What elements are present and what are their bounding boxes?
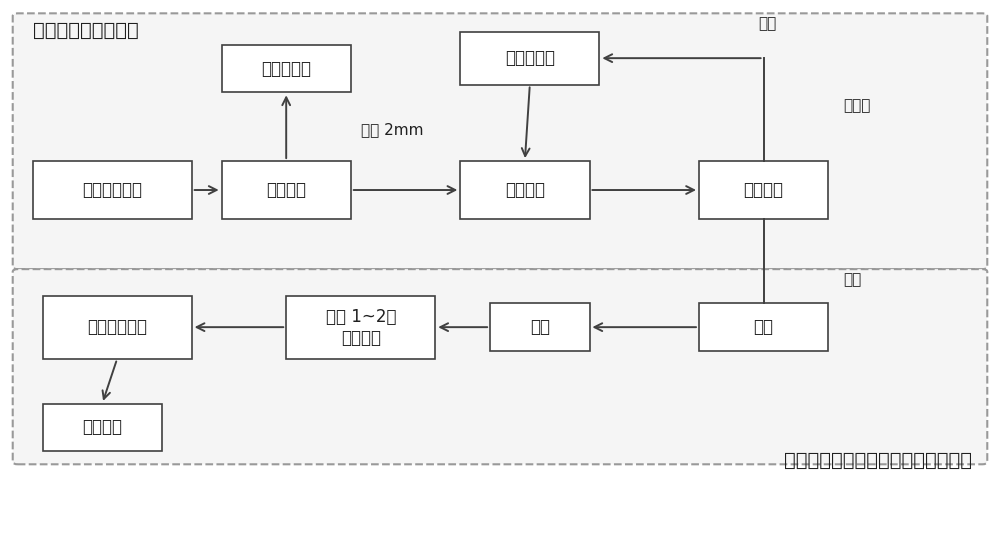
FancyBboxPatch shape [460, 32, 599, 85]
FancyBboxPatch shape [699, 161, 828, 219]
FancyBboxPatch shape [13, 13, 987, 269]
Text: 残留表面活性剂增效微生物原位降解: 残留表面活性剂增效微生物原位降解 [784, 451, 972, 470]
FancyBboxPatch shape [43, 403, 162, 451]
Text: 大于 2mm: 大于 2mm [361, 122, 423, 137]
Text: 达标土壤: 达标土壤 [82, 418, 122, 437]
FancyBboxPatch shape [33, 161, 192, 219]
Text: 每隔 1~2周
翻动土壤: 每隔 1~2周 翻动土壤 [326, 308, 396, 346]
FancyBboxPatch shape [13, 269, 987, 464]
FancyBboxPatch shape [286, 295, 435, 359]
Text: 一次清洗: 一次清洗 [505, 181, 545, 199]
Text: 表面活性剂清洗土壤: 表面活性剂清洗土壤 [33, 21, 138, 40]
Text: 土壤: 土壤 [843, 272, 861, 287]
Text: 洗涤: 洗涤 [754, 318, 774, 336]
FancyBboxPatch shape [43, 295, 192, 359]
Text: 回收: 回收 [759, 17, 777, 31]
FancyBboxPatch shape [490, 303, 590, 351]
Text: 表面活性剂: 表面活性剂 [505, 49, 555, 67]
Text: 堆放: 堆放 [530, 318, 550, 336]
FancyBboxPatch shape [222, 161, 351, 219]
Text: 石块及粗砂: 石块及粗砂 [261, 60, 311, 78]
Text: 湿式筛分: 湿式筛分 [266, 181, 306, 199]
FancyBboxPatch shape [460, 161, 590, 219]
Text: 破碎污染土壤: 破碎污染土壤 [82, 181, 142, 199]
Text: 土壤检测分析: 土壤检测分析 [87, 318, 147, 336]
Text: 固液分离: 固液分离 [744, 181, 784, 199]
Text: 淋洗液: 淋洗液 [843, 98, 870, 113]
FancyBboxPatch shape [699, 303, 828, 351]
FancyBboxPatch shape [222, 45, 351, 92]
